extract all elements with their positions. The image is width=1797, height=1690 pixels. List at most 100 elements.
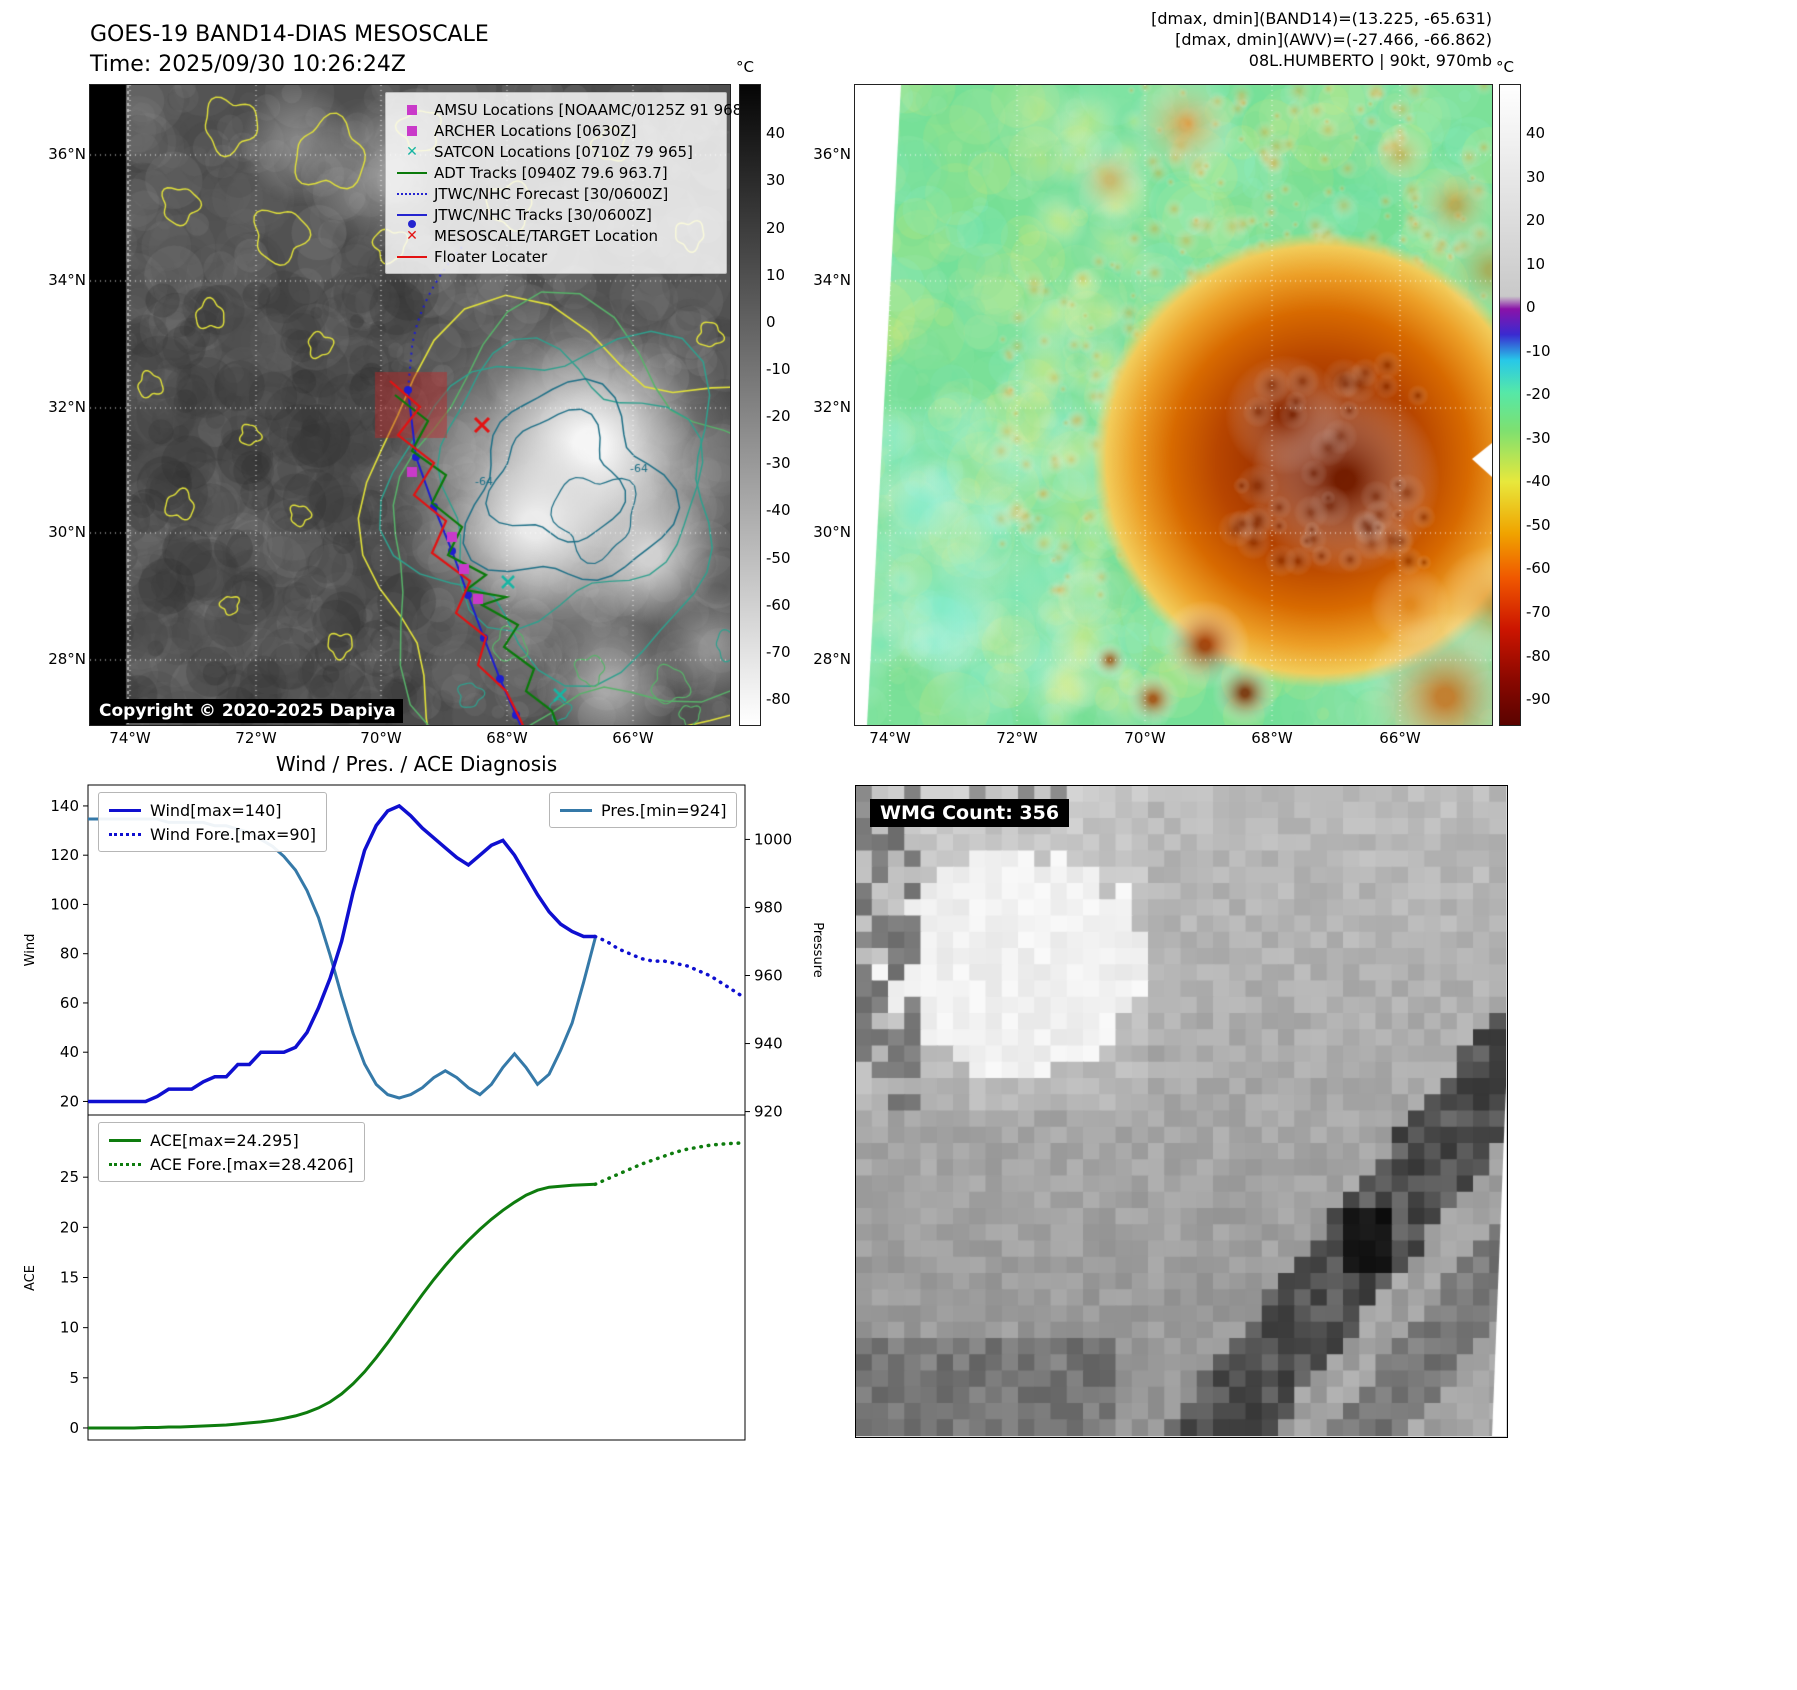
y2-tick-label: 940 <box>754 1035 783 1053</box>
awv-lat-axis: 36°N 34°N 32°N 30°N 28°N <box>805 85 851 725</box>
diagnosis-chart: Wind / Pres. / ACE Diagnosis204060801001… <box>23 752 825 1441</box>
awv-colorbar-ticks: 40 30 20 10 0 -10 -20 -30 -40 -50 -60 -70 -80 -90 <box>1526 85 1570 725</box>
line-marker <box>394 171 430 174</box>
colorbar-tick-label: 40 <box>1526 124 1546 143</box>
series-ACE Fore.[max=28.4206] <box>593 1141 747 1187</box>
ace-legend: ACE[max=24.295] ACE Fore.[max=28.4206] <box>98 1122 365 1182</box>
colorbar-tick-label: 40 <box>766 124 786 143</box>
map-legend-label: AMSU Locations [NOAAMC/0125Z 91 968] <box>434 100 749 119</box>
lon-tick-label: 70°W <box>1124 729 1166 747</box>
colorbar-tick-label: -60 <box>766 595 791 614</box>
awv-lon-axis: 74°W 72°W 70°W 68°W 66°W <box>855 729 1492 751</box>
series-Wind[max=140] <box>88 803 596 1104</box>
colorbar-tick-label: 30 <box>766 171 786 190</box>
chart-legend-label: Pres.[min=924] <box>601 800 727 820</box>
colorbar-tick-label: 0 <box>766 312 776 331</box>
band14-colorbar-ticks: 40 30 20 10 0 -10 -20 -30 -40 -50 -60 -70 -80 <box>766 85 810 725</box>
y-tick-label: 10 <box>60 1319 79 1337</box>
wmg-panel: WMG Count: 356 <box>855 785 1508 1438</box>
chart-legend-entry: Wind Fore.[max=90] <box>109 822 316 846</box>
band14-lon-axis: 74°W 72°W 70°W 68°W 66°W <box>90 729 730 751</box>
x-marker: ✕ <box>406 143 418 160</box>
map-legend-label: MESOSCALE/TARGET Location <box>434 226 659 245</box>
diagnosis-title: Wind / Pres. / ACE Diagnosis <box>276 752 557 776</box>
colorbar-tick-label: -90 <box>1526 690 1551 709</box>
y-tick-label: 20 <box>60 1092 79 1110</box>
lat-tick-label: 36°N <box>48 145 86 163</box>
colorbar-tick-label: 0 <box>1526 298 1536 317</box>
wmg-image <box>856 786 1506 1436</box>
colorbar-tick-label: -30 <box>766 454 791 473</box>
y-tick-label: 25 <box>60 1168 79 1186</box>
map-legend-entry: JTWC/NHC Forecast [30/0600Z] <box>394 183 718 204</box>
lat-tick-label: 34°N <box>48 271 86 289</box>
lon-tick-label: 72°W <box>996 729 1038 747</box>
band14-map: AMSU Locations [NOAAMC/0125Z 91 968] ARCH… <box>89 84 748 726</box>
lat-tick-label: 30°N <box>813 523 851 541</box>
pressure-axis-label: Pressure <box>810 922 825 978</box>
x-marker: ✕ <box>406 227 418 244</box>
lon-tick-label: 70°W <box>360 729 402 747</box>
legend-line-swatch <box>560 808 592 812</box>
dot-marker-glyph <box>408 219 416 228</box>
lon-tick-label: 66°W <box>612 729 654 747</box>
diagnosis-panel: Wind / Pres. / ACE Diagnosis 20 40 60 80 100 1… <box>20 745 850 1475</box>
map-legend-label: ADT Tracks [0940Z 79.6 963.7] <box>434 163 668 182</box>
chart-legend-label: Wind Fore.[max=90] <box>150 824 316 844</box>
map-legend-label: JTWC/NHC Forecast [30/0600Z] <box>434 184 669 203</box>
ace-axis-label: ACE <box>23 1265 38 1291</box>
dotted-line-marker <box>394 192 430 195</box>
square-marker <box>394 104 430 115</box>
band14-colorbar <box>739 84 761 726</box>
map-legend-entry: AMSU Locations [NOAAMC/0125Z 91 968] <box>394 99 748 120</box>
colorbar-tick-label: 10 <box>1526 254 1546 273</box>
chart-legend-entry: ACE Fore.[max=28.4206] <box>109 1152 354 1176</box>
y-tick-label: 100 <box>50 895 79 913</box>
colorbar-tick-label: 30 <box>1526 167 1546 186</box>
map-legend-entry: ADT Tracks [0940Z 79.6 963.7] <box>394 162 718 183</box>
y-tick-label: 5 <box>69 1369 79 1387</box>
y-tick-label: 80 <box>60 945 79 963</box>
lat-tick-label: 32°N <box>48 398 86 416</box>
line-marker-glyph <box>397 213 427 216</box>
lat-tick-label: 28°N <box>48 650 86 668</box>
chart-legend-entry: Pres.[min=924] <box>560 798 726 822</box>
map-legend-entry: Floater Locater <box>394 246 718 267</box>
y2-tick-label: 960 <box>754 967 783 985</box>
header-storm-id: 08L.HUMBERTO | 90kt, 970mb <box>1248 51 1492 70</box>
series-ACE[max=24.295] <box>88 1182 596 1430</box>
chart-legend-label: Wind[max=140] <box>150 800 282 820</box>
colorbar-tick-label: -50 <box>1526 515 1551 534</box>
colorbar-tick-label: -30 <box>1526 428 1551 447</box>
y-tick-label: 0 <box>69 1419 79 1437</box>
band14-colorbar-unit: °C <box>736 58 754 76</box>
legend-line-swatch <box>109 808 141 812</box>
colorbar-tick-label: -70 <box>766 642 791 661</box>
header-dmax-band14: [dmax, dmin](BAND14)=(13.225, -65.631) <box>1151 9 1492 28</box>
y-tick-label: 20 <box>60 1218 79 1236</box>
colorbar-tick-label: -40 <box>766 501 791 520</box>
awv-colorbar-unit: °C <box>1496 58 1514 76</box>
awv-header: [dmax, dmin](BAND14)=(13.225, -65.631) [… <box>1050 8 1492 71</box>
map-legend-label: Floater Locater <box>434 247 548 266</box>
colorbar-tick-label: -50 <box>766 548 791 567</box>
lon-tick-label: 74°W <box>109 729 151 747</box>
y-tick-label: 40 <box>60 1043 79 1061</box>
awv-satellite-image <box>855 85 1492 725</box>
lon-tick-label: 74°W <box>869 729 911 747</box>
square-marker <box>394 125 430 136</box>
lon-tick-label: 72°W <box>235 729 277 747</box>
y-tick-label: 15 <box>60 1269 79 1287</box>
colorbar-tick-label: -70 <box>1526 603 1551 621</box>
colorbar-tick-label: -80 <box>766 690 791 709</box>
pressure-legend: Pres.[min=924] <box>549 792 738 828</box>
legend-line-swatch <box>109 1138 141 1142</box>
line-marker-glyph <box>397 255 427 258</box>
legend-line-swatch <box>109 832 141 836</box>
lat-tick-label: 32°N <box>813 398 851 416</box>
lat-tick-label: 36°N <box>813 145 851 163</box>
y-tick-label: 60 <box>60 994 79 1012</box>
colorbar-tick-label: 20 <box>766 218 786 237</box>
colorbar-tick-label: -10 <box>1526 341 1551 360</box>
dotted-line-marker-glyph <box>397 192 427 195</box>
